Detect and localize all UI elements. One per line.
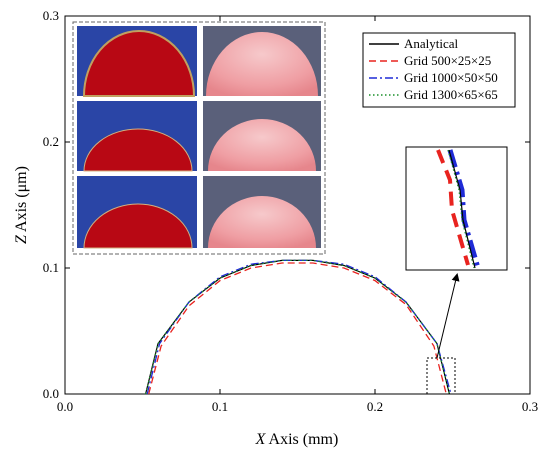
zoom-inset-frame xyxy=(405,146,508,271)
inset-2d-droplet-coarse xyxy=(82,30,196,97)
legend-label: Grid 1000×50×50 xyxy=(404,70,498,85)
inset-3d-dome-coarse xyxy=(206,32,318,96)
y-axis-ticks: 0.0 0.1 0.2 0.3 xyxy=(43,8,530,401)
inset-2d-droplet-fine xyxy=(83,203,193,249)
y-tick-label: 0.2 xyxy=(43,134,59,149)
zoom-series-line xyxy=(448,149,476,269)
main-series-group xyxy=(144,259,452,395)
series-line-3 xyxy=(144,259,451,395)
zoom-inset xyxy=(405,146,508,271)
y-axis-title: Z Axis (μm) xyxy=(13,166,30,244)
x-tick-label: 0.2 xyxy=(367,399,383,414)
zoom-series-line xyxy=(447,149,475,269)
zoom-arrow xyxy=(436,273,460,359)
inset-3d-dome-fine xyxy=(208,196,316,248)
y-tick-label: 0.1 xyxy=(43,260,59,275)
y-tick-label: 0.0 xyxy=(43,386,59,401)
x-tick-label: 0.0 xyxy=(57,399,73,414)
plot-frame xyxy=(64,15,531,395)
inset-2d-droplet-medium xyxy=(83,128,193,172)
legend: Analytical Grid 500×25×25 Grid 1000×50×50 G… xyxy=(362,32,516,108)
zoom-region-marker xyxy=(426,357,456,395)
legend-box xyxy=(362,32,516,108)
x-axis-title: X Axis (mm) xyxy=(255,431,339,448)
series-line-0 xyxy=(145,259,450,395)
series-line-2 xyxy=(146,259,452,395)
y-tick-label: 0.3 xyxy=(43,8,59,23)
x-tick-label: 0.3 xyxy=(522,399,538,414)
zoom-series-line xyxy=(447,149,481,269)
legend-label: Analytical xyxy=(404,36,459,51)
x-tick-label: 0.1 xyxy=(212,399,228,414)
inset-3d-dome-medium xyxy=(208,119,316,171)
inset-image-panel xyxy=(72,21,326,255)
legend-label: Grid 1300×65×65 xyxy=(404,87,498,102)
x-axis-ticks: 0.0 0.1 0.2 0.3 xyxy=(57,16,538,414)
series-line-1 xyxy=(148,262,447,395)
legend-label: Grid 500×25×25 xyxy=(404,53,491,68)
zoom-series-line xyxy=(436,149,470,266)
